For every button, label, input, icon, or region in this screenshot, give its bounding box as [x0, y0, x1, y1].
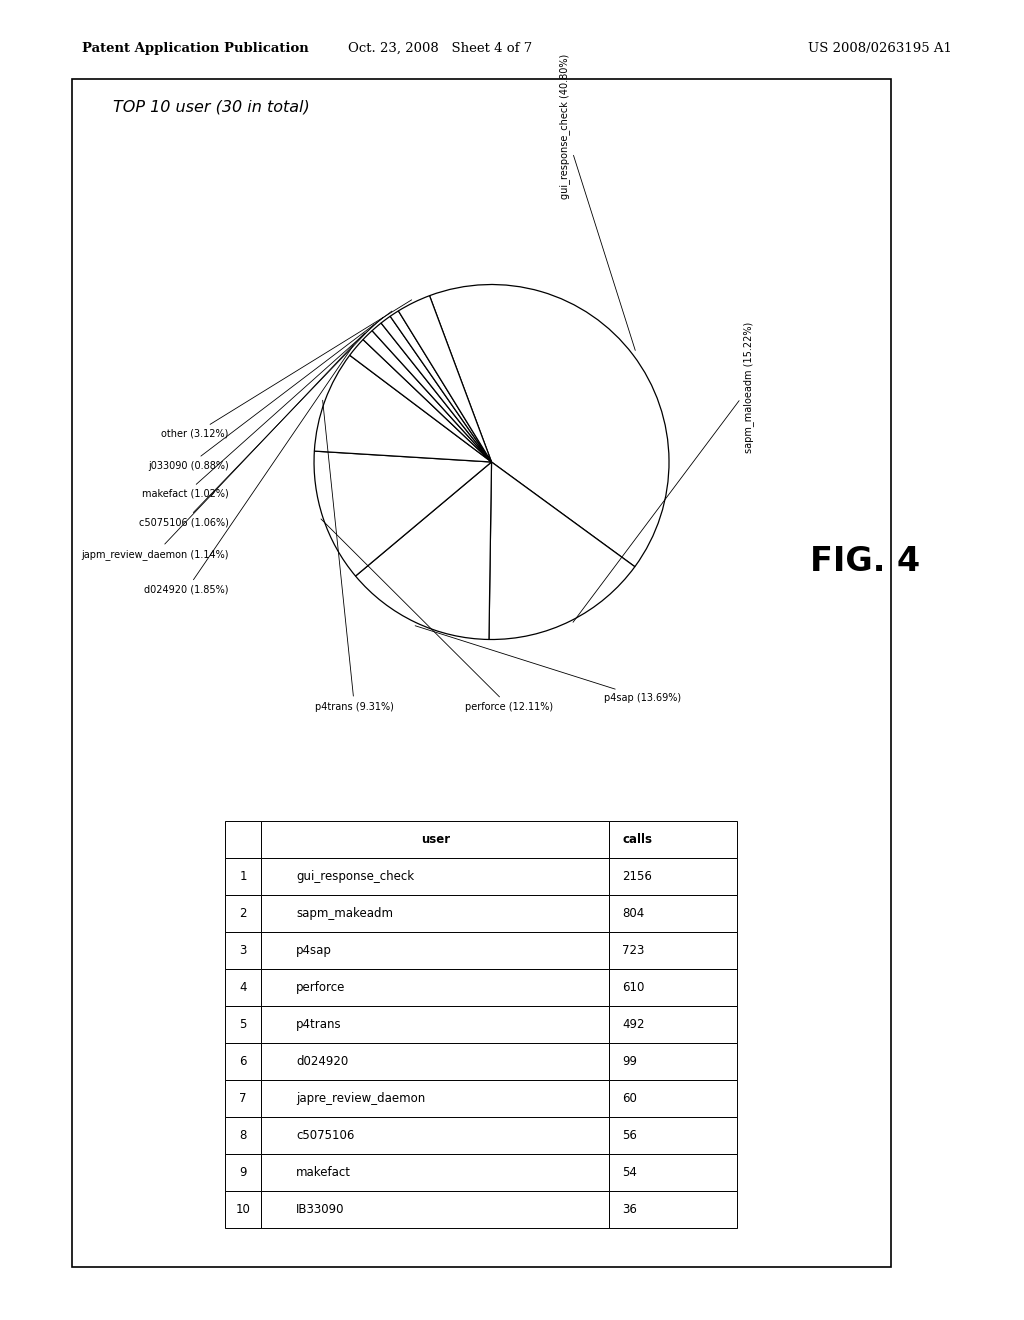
Text: sapm_maloeadm (15.22%): sapm_maloeadm (15.22%) — [573, 322, 755, 622]
Text: FIG. 4: FIG. 4 — [810, 545, 921, 578]
Wedge shape — [372, 323, 492, 462]
Text: p4trans (9.31%): p4trans (9.31%) — [315, 400, 394, 711]
Text: TOP 10 user (30 in total): TOP 10 user (30 in total) — [113, 99, 309, 114]
Wedge shape — [314, 355, 492, 462]
Wedge shape — [364, 331, 492, 462]
Text: Patent Application Publication: Patent Application Publication — [82, 42, 308, 55]
Text: perforce (12.11%): perforce (12.11%) — [321, 519, 553, 711]
Text: other (3.12%): other (3.12%) — [162, 300, 412, 438]
Wedge shape — [390, 312, 492, 462]
Text: Oct. 23, 2008   Sheet 4 of 7: Oct. 23, 2008 Sheet 4 of 7 — [348, 42, 532, 55]
Wedge shape — [398, 296, 492, 462]
Text: makefact (1.02%): makefact (1.02%) — [142, 317, 383, 499]
Wedge shape — [314, 451, 492, 576]
Wedge shape — [350, 339, 492, 462]
Text: US 2008/0263195 A1: US 2008/0263195 A1 — [808, 42, 952, 55]
Text: d024920 (1.85%): d024920 (1.85%) — [144, 346, 353, 595]
Text: p4sap (13.69%): p4sap (13.69%) — [415, 626, 681, 702]
Wedge shape — [488, 462, 635, 639]
Wedge shape — [381, 317, 492, 462]
Wedge shape — [429, 285, 669, 566]
Wedge shape — [355, 462, 492, 639]
Text: gui_response_check (40.80%): gui_response_check (40.80%) — [559, 54, 635, 350]
Text: j033090 (0.88%): j033090 (0.88%) — [148, 312, 392, 470]
Text: c5075106 (1.06%): c5075106 (1.06%) — [139, 325, 374, 528]
Text: japm_review_daemon (1.14%): japm_review_daemon (1.14%) — [81, 333, 365, 560]
